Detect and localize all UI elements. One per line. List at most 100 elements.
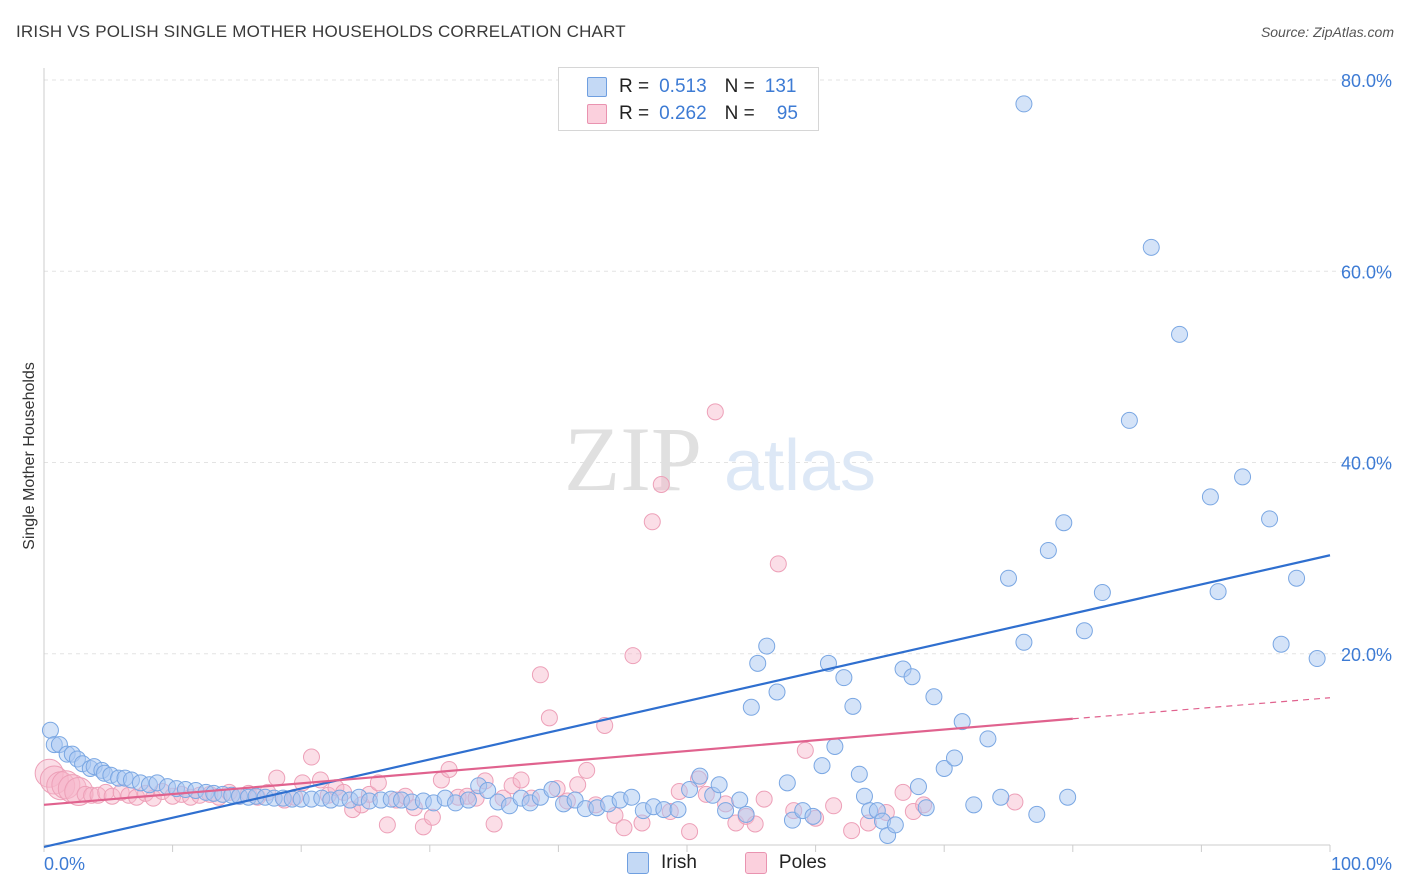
irish-point [925, 688, 943, 706]
bottom-legend-swatch-irish [627, 852, 649, 874]
poles-point [369, 774, 387, 792]
irish-point [479, 781, 497, 799]
irish-point [758, 637, 776, 655]
legend-r-label: R = [619, 103, 650, 124]
bottom-legend-label-poles: Poles [778, 852, 827, 873]
irish-point [778, 774, 796, 792]
irish-point [844, 697, 862, 715]
chart-title: IRISH VS POLISH SINGLE MOTHER HOUSEHOLDS… [16, 22, 626, 41]
poles-trend-line [43, 717, 1073, 806]
irish-point [1075, 622, 1093, 640]
irish-point [909, 778, 927, 796]
irish-point [41, 721, 59, 739]
poles-point [796, 741, 814, 759]
irish-point [1015, 95, 1033, 113]
irish-point [1288, 569, 1306, 587]
poles-point [578, 761, 596, 779]
irish-point [804, 807, 822, 825]
irish-point [903, 668, 921, 686]
irish-point [749, 654, 767, 672]
legend-r-label: R = [619, 76, 650, 97]
poles-point [652, 475, 670, 493]
irish-point [1171, 325, 1189, 343]
poles-point [302, 748, 320, 766]
legend-n-value: 131 [764, 76, 797, 97]
legend-r-value: 0.513 [659, 76, 707, 97]
irish-point [1028, 805, 1046, 823]
irish-point [543, 781, 561, 799]
irish-point [1272, 635, 1290, 653]
poles-point [825, 797, 843, 815]
irish-point [979, 730, 997, 748]
irish-point [681, 781, 699, 799]
irish-point [623, 788, 641, 806]
y-tick-label: 80.0% [1341, 71, 1392, 91]
legend-row-poles: R = 0.262 N = 95 [559, 101, 798, 127]
legend-r-value: 0.262 [659, 103, 707, 124]
irish-point [1234, 468, 1252, 486]
poles-point [706, 403, 724, 421]
irish-point [1039, 541, 1057, 559]
poles-trend-extension [1072, 697, 1331, 720]
poles-point [681, 823, 699, 841]
irish-point [855, 787, 873, 805]
watermark-zip: ZIP [564, 408, 702, 510]
poles-point [643, 513, 661, 531]
poles-point [268, 769, 286, 787]
bottom-legend-label-irish: Irish [661, 852, 697, 873]
poles-point [624, 647, 642, 665]
irish-point [669, 801, 687, 819]
irish-points [41, 95, 1326, 844]
tick-labels: 20.0% 40.0% 60.0% 80.0% 0.0% 100.0% [44, 71, 1392, 874]
trend-lines [43, 554, 1331, 848]
grid-lines [44, 79, 1390, 655]
irish-point [935, 760, 953, 777]
irish-point [1093, 584, 1111, 602]
poles-point [378, 816, 396, 834]
irish-point [945, 749, 963, 767]
irish-point [1015, 633, 1033, 651]
y-tick-label: 40.0% [1341, 454, 1392, 474]
irish-point [717, 802, 735, 820]
irish-trend-line [43, 554, 1331, 848]
irish-point [1209, 583, 1227, 601]
legend-n-label: N = [724, 76, 755, 97]
legend-swatch-irish [587, 77, 607, 97]
poles-point [485, 815, 503, 833]
legend-n-label: N = [724, 103, 755, 124]
irish-point [1000, 569, 1017, 587]
x-tick-label: 0.0% [44, 854, 85, 874]
y-tick-label: 20.0% [1341, 645, 1392, 665]
bottom-legend: Irish Poles [627, 852, 826, 874]
irish-point [459, 791, 477, 809]
poles-point [843, 822, 861, 840]
irish-point [850, 765, 868, 783]
irish-point [691, 767, 709, 785]
irish-point [731, 791, 749, 809]
poles-point [769, 555, 787, 573]
watermark: ZIP atlas [564, 408, 876, 510]
poles-point [503, 777, 521, 795]
irish-point [835, 669, 853, 687]
source-label: Source: ZipAtlas.com [1260, 24, 1394, 40]
poles-point [83, 786, 101, 804]
irish-point [1120, 411, 1138, 429]
irish-point [1059, 788, 1077, 806]
irish-point [737, 805, 755, 823]
irish-point [1142, 238, 1160, 256]
y-tick-label: 60.0% [1341, 262, 1392, 282]
y-axis-label: Single Mother Households [21, 362, 38, 550]
irish-point [768, 683, 786, 701]
bottom-legend-swatch-poles [744, 852, 767, 874]
poles-point [615, 819, 633, 837]
poles-point [569, 776, 587, 794]
irish-point [710, 776, 728, 794]
irish-point [1201, 488, 1219, 506]
irish-point [1261, 510, 1279, 528]
poles-point [423, 808, 441, 826]
irish-point [953, 713, 971, 731]
legend-n-value: 95 [776, 103, 798, 124]
irish-point [965, 796, 983, 814]
poles-point [1006, 793, 1024, 811]
